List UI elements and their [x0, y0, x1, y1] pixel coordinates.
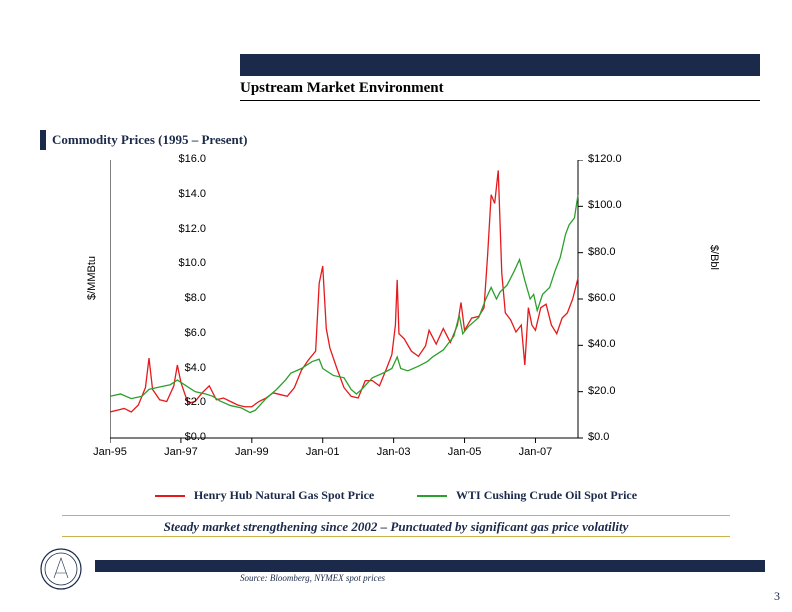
xtick: Jan-97	[164, 446, 198, 458]
y-axis-left-label: $/MMBtu	[86, 256, 98, 300]
ytick-left: $14.0	[146, 188, 206, 200]
xtick: Jan-05	[448, 446, 482, 458]
ytick-left: $4.0	[146, 362, 206, 374]
page-number: 3	[774, 589, 780, 604]
header-bar	[240, 54, 760, 76]
legend-swatch	[417, 495, 447, 497]
xtick: Jan-01	[306, 446, 340, 458]
xtick: Jan-03	[377, 446, 411, 458]
ytick-right: $0.0	[588, 431, 648, 443]
ytick-right: $80.0	[588, 246, 648, 258]
subtitle-accent	[40, 130, 46, 150]
seal-icon	[40, 548, 82, 590]
ytick-right: $20.0	[588, 385, 648, 397]
ytick-left: $6.0	[146, 327, 206, 339]
callout: Steady market strengthening since 2002 –…	[62, 515, 730, 537]
xtick: Jan-99	[235, 446, 269, 458]
subtitle: Commodity Prices (1995 – Present)	[52, 132, 247, 148]
legend-swatch	[155, 495, 185, 497]
ytick-right: $100.0	[588, 199, 648, 211]
xtick: Jan-07	[519, 446, 553, 458]
y-axis-right-label: $/Bbl	[708, 245, 720, 270]
legend-label: Henry Hub Natural Gas Spot Price	[194, 488, 374, 502]
ytick-right: $40.0	[588, 338, 648, 350]
title-underline	[240, 100, 760, 101]
ytick-left: $2.0	[146, 396, 206, 408]
legend: Henry Hub Natural Gas Spot Price WTI Cus…	[0, 488, 792, 503]
legend-item-gas: Henry Hub Natural Gas Spot Price	[155, 488, 374, 503]
xtick: Jan-95	[93, 446, 127, 458]
ytick-left: $8.0	[146, 292, 206, 304]
ytick-right: $60.0	[588, 292, 648, 304]
ytick-left: $16.0	[146, 153, 206, 165]
legend-item-oil: WTI Cushing Crude Oil Spot Price	[417, 488, 637, 503]
legend-label: WTI Cushing Crude Oil Spot Price	[456, 488, 637, 502]
ytick-left: $10.0	[146, 257, 206, 269]
footer-bar	[95, 560, 765, 572]
ytick-left: $0.0	[146, 431, 206, 443]
ytick-right: $120.0	[588, 153, 648, 165]
page-title: Upstream Market Environment	[240, 80, 444, 97]
source-note: Source: Bloomberg, NYMEX spot prices	[240, 573, 385, 583]
ytick-left: $12.0	[146, 223, 206, 235]
